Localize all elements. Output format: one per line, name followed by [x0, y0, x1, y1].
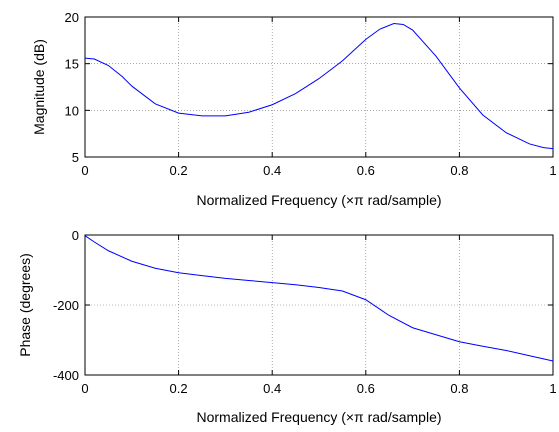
magnitude-xtick-label: 0.4	[263, 163, 281, 178]
phase-xtick-label: 0.6	[357, 381, 375, 396]
magnitude-xaxis-label: Normalized Frequency (×π rad/sample)	[196, 192, 441, 208]
phase-yaxis-label: Phase (degrees)	[17, 253, 33, 357]
phase-xtick-label: 0	[81, 381, 88, 396]
phase-xaxis-label: Normalized Frequency (×π rad/sample)	[196, 409, 441, 425]
phase-xtick-label: 0.2	[170, 381, 188, 396]
magnitude-series-line	[84, 23, 554, 150]
phase-plot: 0 0.2 0.4 0.6 0.8 1 -400 -200 0 Normalized Freque…	[17, 228, 557, 425]
phase-ytick-label: -400	[53, 368, 79, 383]
phase-xtick-label: 0.8	[450, 381, 468, 396]
phase-xtick-label: 1	[549, 381, 556, 396]
magnitude-yaxis-label: Magnitude (dB)	[31, 39, 47, 135]
magnitude-axes-frame	[84, 16, 554, 158]
phase-ytick-label: 0	[72, 228, 79, 243]
magnitude-ytick-label: 20	[65, 10, 79, 25]
magnitude-ytick-label: 5	[72, 150, 79, 165]
magnitude-xtick-label: 0	[81, 163, 88, 178]
phase-xtick-label: 0.4	[263, 381, 281, 396]
phase-series-line	[84, 235, 554, 362]
magnitude-xtick-label: 1	[549, 163, 556, 178]
phase-ytick-label: -200	[53, 298, 79, 313]
magnitude-ytick-label: 15	[65, 57, 79, 72]
magnitude-ytick-label: 10	[65, 103, 79, 118]
magnitude-xtick-label: 0.8	[450, 163, 468, 178]
magnitude-xtick-label: 0.2	[170, 163, 188, 178]
magnitude-xtick-label: 0.6	[357, 163, 375, 178]
